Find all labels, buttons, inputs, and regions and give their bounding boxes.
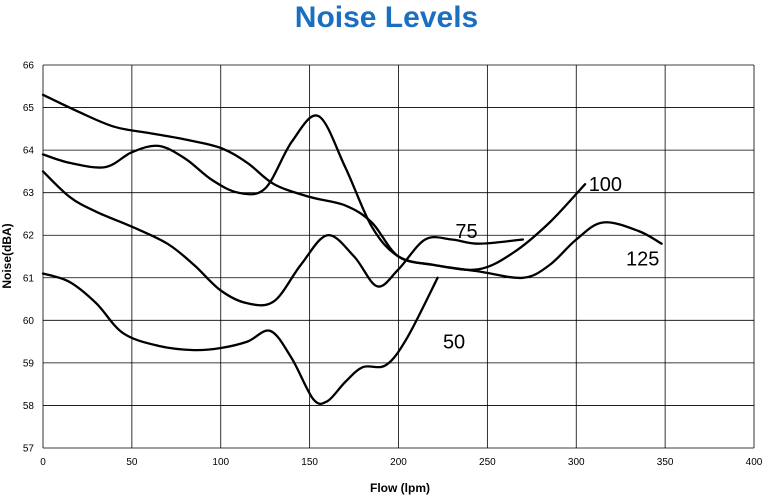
- y-axis-label: Noise(dBA): [0, 223, 14, 288]
- y-tick-label: 65: [23, 103, 35, 114]
- series-label-75: 75: [455, 221, 477, 243]
- x-tick-label: 400: [746, 457, 763, 468]
- y-tick-label: 63: [23, 188, 35, 199]
- series-labels: 50 75 100 125: [443, 174, 659, 353]
- y-tick-label: 64: [23, 146, 35, 157]
- tick-labels: 57 58 59 60 61 62 63 64 65 66 0 50 100 150 200 250 300 35…: [23, 61, 763, 469]
- series-line-100: [41, 114, 587, 271]
- series-line-50: [41, 272, 439, 406]
- y-tick-label: 61: [23, 273, 35, 284]
- y-tick-label: 66: [23, 61, 35, 72]
- x-tick-label: 250: [479, 457, 496, 468]
- y-tick-label: 58: [23, 401, 35, 412]
- x-tick-label: 0: [40, 457, 46, 468]
- y-tick-label: 62: [23, 231, 35, 242]
- series-lines: [41, 93, 663, 406]
- x-tick-label: 300: [568, 457, 585, 468]
- x-axis-label: Flow (lpm): [370, 481, 430, 495]
- x-tick-label: 150: [301, 457, 318, 468]
- series-line-125: [41, 93, 663, 280]
- y-tick-label: 59: [23, 358, 35, 369]
- y-tick-label: 57: [23, 444, 35, 455]
- y-tick-label: 60: [23, 316, 35, 327]
- x-tick-label: 100: [212, 457, 229, 468]
- series-label-125: 125: [626, 249, 659, 271]
- x-tick-label: 350: [657, 457, 674, 468]
- x-tick-label: 50: [126, 457, 138, 468]
- x-tick-label: 200: [390, 457, 407, 468]
- series-label-50: 50: [443, 332, 465, 354]
- series-line-75: [41, 170, 525, 307]
- chart-title: Noise Levels: [294, 1, 479, 34]
- series-label-100: 100: [589, 174, 622, 196]
